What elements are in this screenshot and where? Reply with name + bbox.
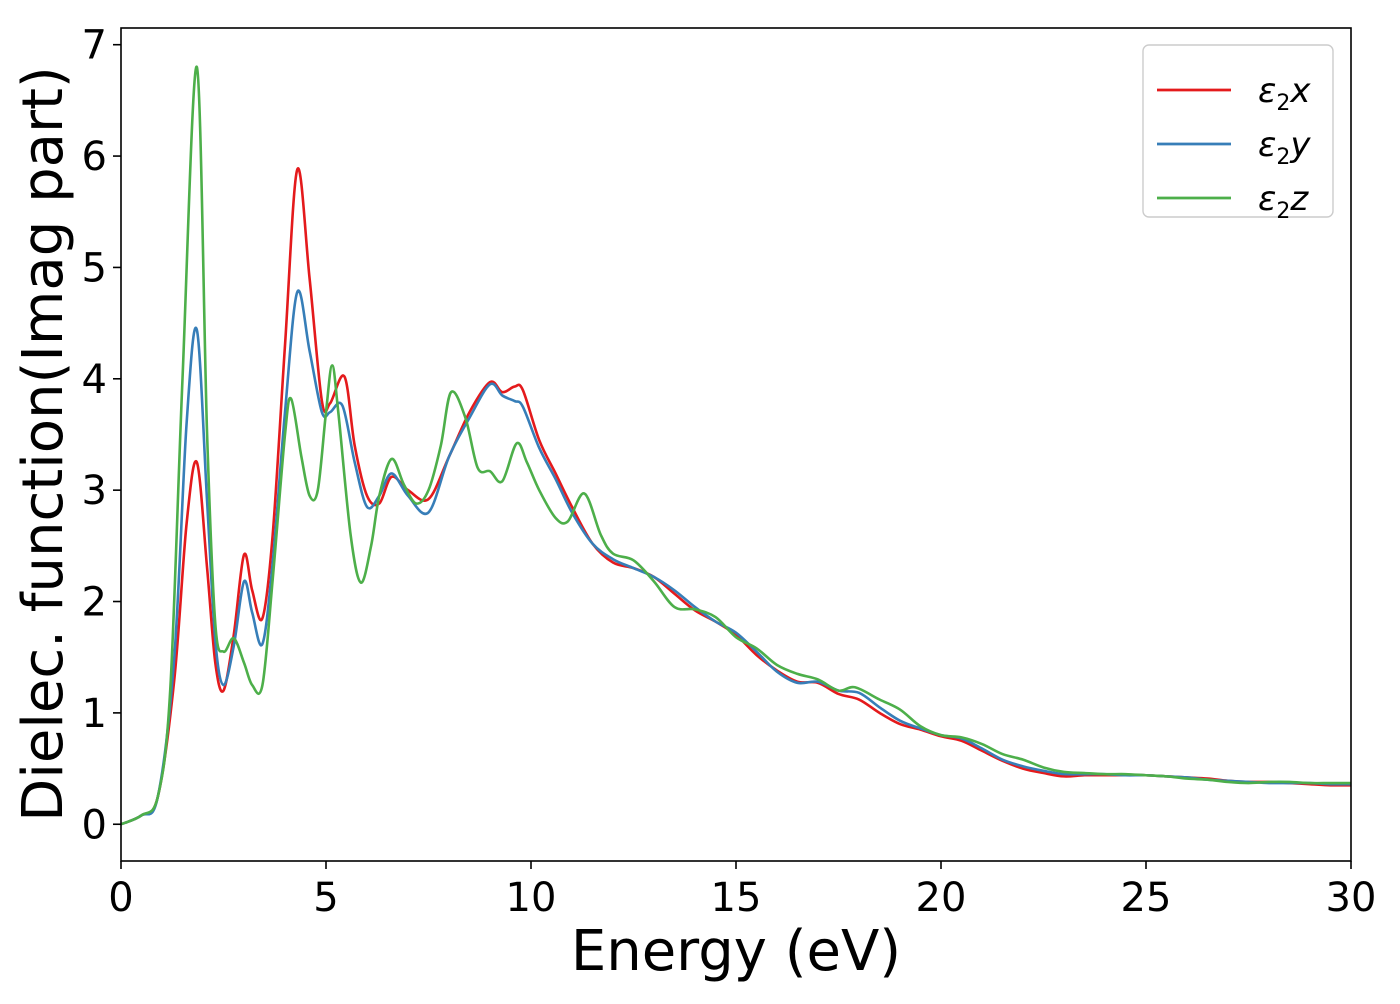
x-tick-label: 20 bbox=[916, 875, 967, 921]
legend-label-z: ε2z bbox=[1258, 179, 1309, 224]
x-tick-label: 15 bbox=[711, 875, 762, 921]
legend-box bbox=[1142, 44, 1334, 218]
y-tick-label: 7 bbox=[82, 23, 107, 69]
y-tick-label: 4 bbox=[82, 357, 107, 403]
legend-label-y: ε2y bbox=[1258, 125, 1311, 170]
y-axis-label: Dielec. function(Imag part) bbox=[11, 66, 76, 822]
x-tick-label: 5 bbox=[313, 875, 338, 921]
x-tick-label: 10 bbox=[506, 875, 557, 921]
x-tick-label: 30 bbox=[1326, 875, 1377, 921]
x-axis: 0 5 10 15 20 25 30 bbox=[108, 861, 1376, 921]
series-layer bbox=[121, 65, 1351, 826]
y-tick-label: 1 bbox=[82, 691, 107, 737]
y-tick-label: 0 bbox=[82, 802, 107, 848]
x-axis-label: Energy (eV) bbox=[571, 919, 901, 984]
x-tick-label: 0 bbox=[108, 875, 133, 921]
series-line-z bbox=[121, 65, 1351, 826]
y-tick-label: 5 bbox=[82, 245, 107, 291]
y-tick-label: 6 bbox=[82, 134, 107, 180]
x-tick-label: 25 bbox=[1121, 875, 1172, 921]
legend-label-x: ε2x bbox=[1258, 71, 1311, 116]
y-tick-label: 2 bbox=[82, 580, 107, 626]
y-axis: 0 1 2 3 4 5 6 7 bbox=[82, 23, 121, 848]
y-tick-label: 3 bbox=[82, 468, 107, 514]
legend: ε2x ε2y ε2z bbox=[1142, 44, 1334, 224]
